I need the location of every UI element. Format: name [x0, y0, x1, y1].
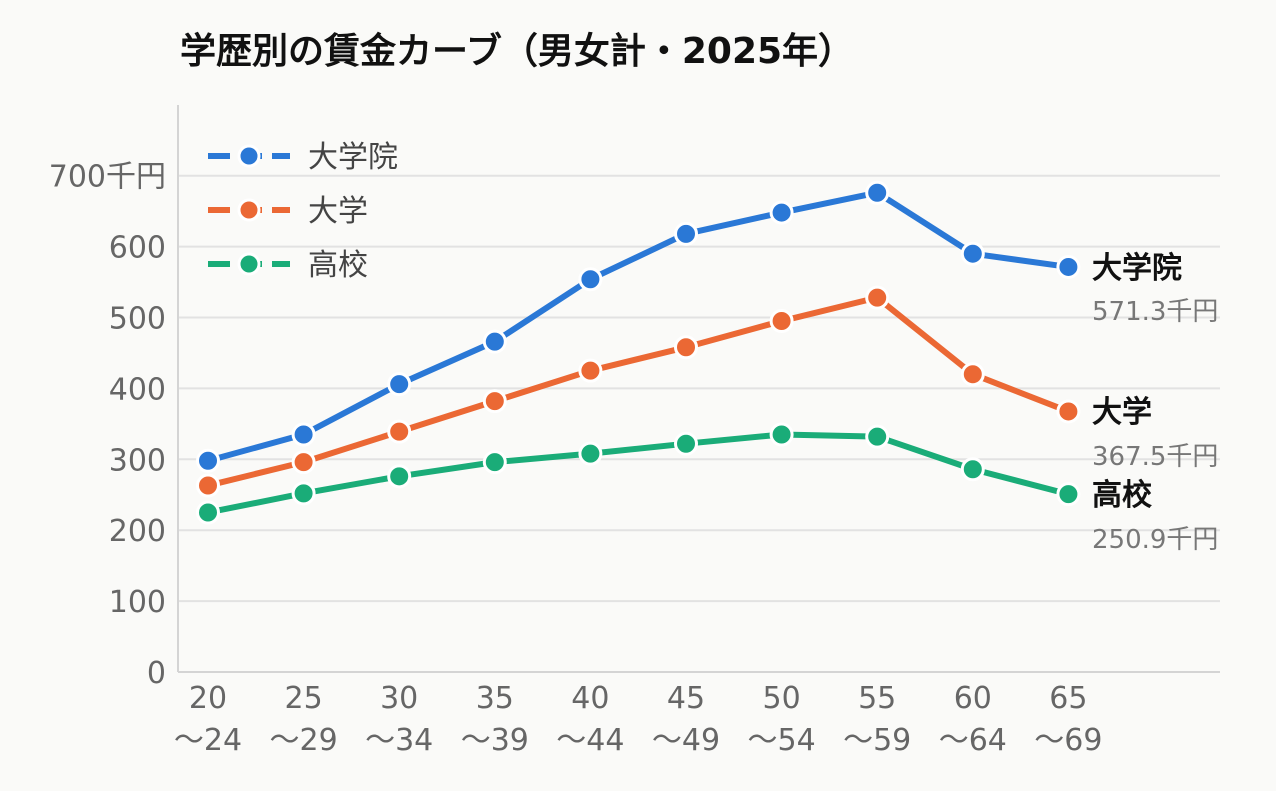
series-line — [205, 294, 1072, 489]
series-lines — [196, 180, 1081, 525]
data-point — [960, 241, 985, 266]
series-line — [205, 189, 1072, 464]
y-tick-label: 400 — [109, 372, 166, 407]
x-tick-label: 〜54 — [748, 723, 816, 758]
data-point — [769, 309, 794, 334]
series-line — [205, 431, 1072, 516]
data-point — [482, 450, 507, 475]
y-axis-tick-labels: 0 100 200 300 400 500 600 700千円 — [49, 160, 166, 691]
data-point — [387, 464, 412, 489]
legend-label: 大学院 — [308, 140, 398, 175]
x-tick-label: 〜64 — [939, 723, 1007, 758]
legend-marker — [237, 252, 261, 276]
data-point — [865, 424, 890, 449]
x-tick-label: 55 — [858, 681, 896, 716]
end-label-value: 250.9千円 — [1092, 525, 1218, 555]
data-point — [291, 481, 316, 506]
data-point — [196, 500, 220, 525]
data-point — [769, 422, 794, 447]
legend-label: 高校 — [308, 248, 368, 283]
data-point — [865, 285, 890, 310]
grid-lines — [178, 174, 1220, 603]
x-tick-label: 〜24 — [174, 723, 242, 758]
x-tick-label: 20 — [189, 681, 227, 716]
x-tick-label: 〜34 — [365, 723, 433, 758]
x-tick-label: 50 — [763, 681, 801, 716]
data-point — [387, 372, 412, 397]
data-point — [387, 419, 412, 444]
x-tick-label: 〜29 — [270, 723, 338, 758]
data-point — [960, 457, 985, 482]
legend-marker — [237, 198, 261, 222]
data-point — [196, 448, 220, 473]
data-point — [674, 431, 698, 456]
legend-label: 大学 — [308, 194, 368, 229]
x-axis-tick-labels: 20 〜24 25 〜29 30 〜34 35 〜39 40 〜44 45 〜49 50 〜54 55 〜59… — [174, 681, 1103, 758]
end-label-name: 高校 — [1092, 478, 1152, 513]
data-point — [1056, 482, 1081, 507]
x-tick-label: 45 — [667, 681, 705, 716]
y-tick-label: 300 — [109, 443, 166, 478]
x-tick-label: 〜69 — [1034, 723, 1102, 758]
y-tick-label: 0 — [147, 656, 166, 691]
end-label-value: 571.3千円 — [1092, 297, 1218, 327]
data-point — [769, 200, 794, 225]
data-point — [291, 422, 316, 447]
x-tick-label: 〜49 — [652, 723, 720, 758]
y-tick-label: 600 — [109, 231, 166, 266]
data-point — [196, 473, 220, 498]
x-tick-label: 25 — [285, 681, 323, 716]
x-tick-label: 30 — [380, 681, 418, 716]
y-tick-label: 100 — [109, 585, 166, 620]
x-tick-label: 40 — [571, 681, 609, 716]
y-tick-label: 200 — [109, 514, 166, 549]
x-tick-label: 65 — [1049, 681, 1087, 716]
data-point — [674, 221, 698, 246]
data-point — [291, 450, 316, 475]
data-point — [482, 389, 507, 414]
data-point — [578, 267, 603, 292]
data-point — [578, 441, 603, 466]
x-tick-label: 60 — [954, 681, 992, 716]
data-point — [1056, 254, 1081, 279]
legend-marker — [237, 144, 261, 168]
data-point — [482, 329, 507, 354]
axes — [177, 105, 1220, 673]
chart-title: 学歴別の賃金カーブ（男女計・2025年） — [180, 31, 855, 72]
x-tick-label: 〜44 — [556, 723, 624, 758]
data-point — [1056, 399, 1081, 424]
data-point — [960, 362, 985, 387]
end-label-name: 大学院 — [1092, 251, 1182, 286]
y-tick-label: 500 — [109, 302, 166, 337]
data-point — [865, 180, 890, 205]
end-label-name: 大学 — [1092, 395, 1152, 430]
y-tick-label: 700千円 — [49, 160, 166, 195]
x-tick-label: 〜59 — [843, 723, 911, 758]
data-point — [674, 335, 698, 360]
x-tick-label: 35 — [476, 681, 514, 716]
x-tick-label: 〜39 — [461, 723, 529, 758]
end-label-value: 367.5千円 — [1092, 442, 1218, 472]
data-point — [578, 358, 603, 383]
